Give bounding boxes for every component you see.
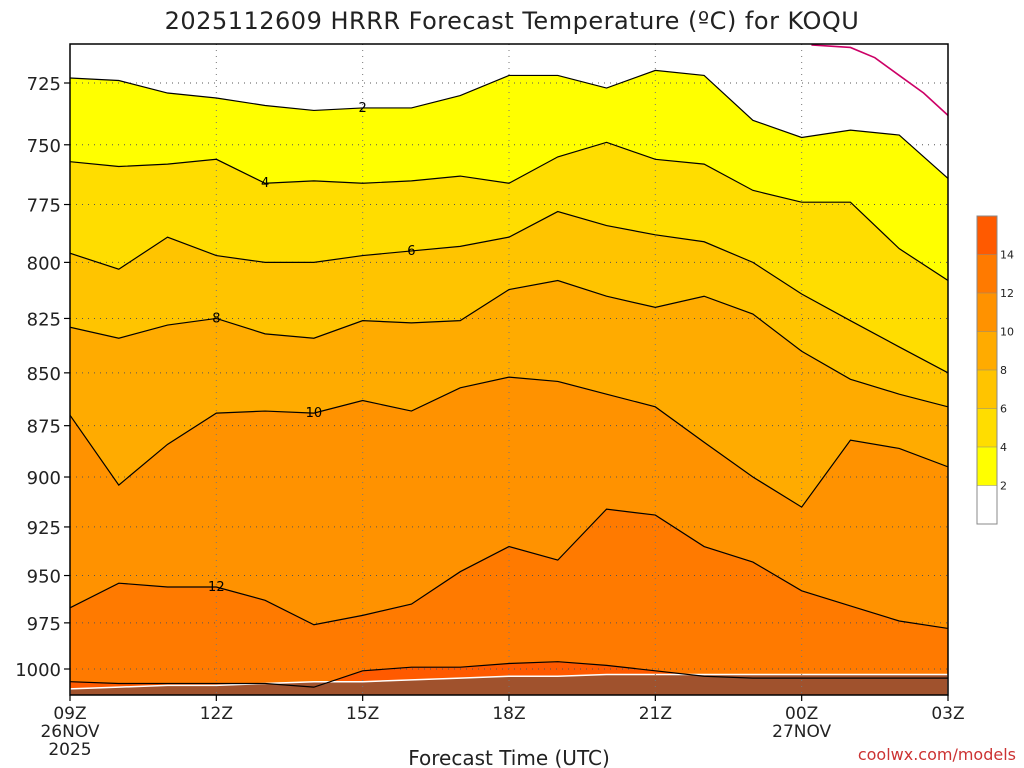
colorbar-label: 12 <box>1000 287 1014 300</box>
contour-label-12: 12 <box>208 580 225 595</box>
x-tick-label: 18Z <box>492 704 525 724</box>
x-tick-label: 15Z <box>346 704 379 724</box>
y-tick-label: 725 <box>27 74 61 95</box>
contour-lines <box>70 44 948 688</box>
contour-line-14 <box>70 661 948 688</box>
x-tick-date: 27NOV <box>772 722 831 742</box>
x-tick-label: 21Z <box>639 704 672 724</box>
contour-label-10: 10 <box>306 406 323 421</box>
colorbar-label: 4 <box>1000 441 1007 454</box>
chart-title: 2025112609 HRRR Forecast Temperature (ºC… <box>165 7 860 35</box>
colorbar-legend: 2 4 6 8 10 12 14 <box>976 215 1014 525</box>
y-tick-label: 825 <box>27 309 61 330</box>
contour-label-4: 4 <box>261 176 269 191</box>
contour-label-6: 6 <box>407 244 415 259</box>
contour-line-8 <box>70 279 948 408</box>
x-tick-label: 03Z <box>931 704 964 724</box>
y-axis: 725 750 775 800 825 850 875 900 925 950 975 1000 <box>15 74 70 681</box>
contour-label-8: 8 <box>212 311 220 326</box>
y-tick-label: 750 <box>27 136 61 157</box>
colorbar-segment <box>977 408 997 447</box>
ground-layer <box>70 673 948 695</box>
x-axis-label: Forecast Time (UTC) <box>408 746 610 768</box>
x-tick-date: 26NOV <box>40 722 99 742</box>
y-tick-label: 975 <box>27 614 61 635</box>
colorbar-segment <box>977 293 997 332</box>
colorbar-segment <box>977 485 997 524</box>
contour-labels: 2 4 6 8 10 12 <box>208 101 416 595</box>
x-tick-label: 09Z <box>53 704 86 724</box>
y-tick-label: 950 <box>27 567 61 588</box>
y-tick-label: 800 <box>27 253 61 274</box>
y-tick-label: 875 <box>27 417 61 438</box>
contour-line-2 <box>70 69 948 179</box>
colorbar-label: 2 <box>1000 480 1007 493</box>
colorbar-segment <box>977 370 997 409</box>
credit-text: coolwx.com/models <box>858 745 1016 764</box>
colorbar-segment <box>977 447 997 486</box>
y-tick-label: 850 <box>27 364 61 385</box>
colorbar-segment <box>977 216 997 255</box>
y-tick-label: 900 <box>27 468 61 489</box>
colorbar-label: 10 <box>1000 326 1014 339</box>
x-tick-year: 2025 <box>48 740 91 760</box>
contour-line-6 <box>70 210 948 374</box>
colorbar-label: 6 <box>1000 403 1007 416</box>
x-tick-label: 12Z <box>200 704 233 724</box>
colorbar-segment <box>977 331 997 370</box>
contour-label-2: 2 <box>359 101 367 116</box>
y-tick-label: 925 <box>27 518 61 539</box>
colorbar-label: 8 <box>1000 364 1007 377</box>
ground-surface <box>70 673 948 695</box>
x-tick-label: 00Z <box>785 704 818 724</box>
y-tick-label: 775 <box>27 196 61 217</box>
contour-line-10 <box>70 376 948 508</box>
contour-line-12 <box>70 508 948 630</box>
colorbar-segment <box>977 254 997 293</box>
colorbar-label: 14 <box>1000 249 1014 262</box>
temperature-fill-layers <box>70 44 948 695</box>
contour-line-4 <box>70 141 948 282</box>
y-tick-label: 1000 <box>15 660 61 681</box>
freezing-line <box>811 44 948 116</box>
